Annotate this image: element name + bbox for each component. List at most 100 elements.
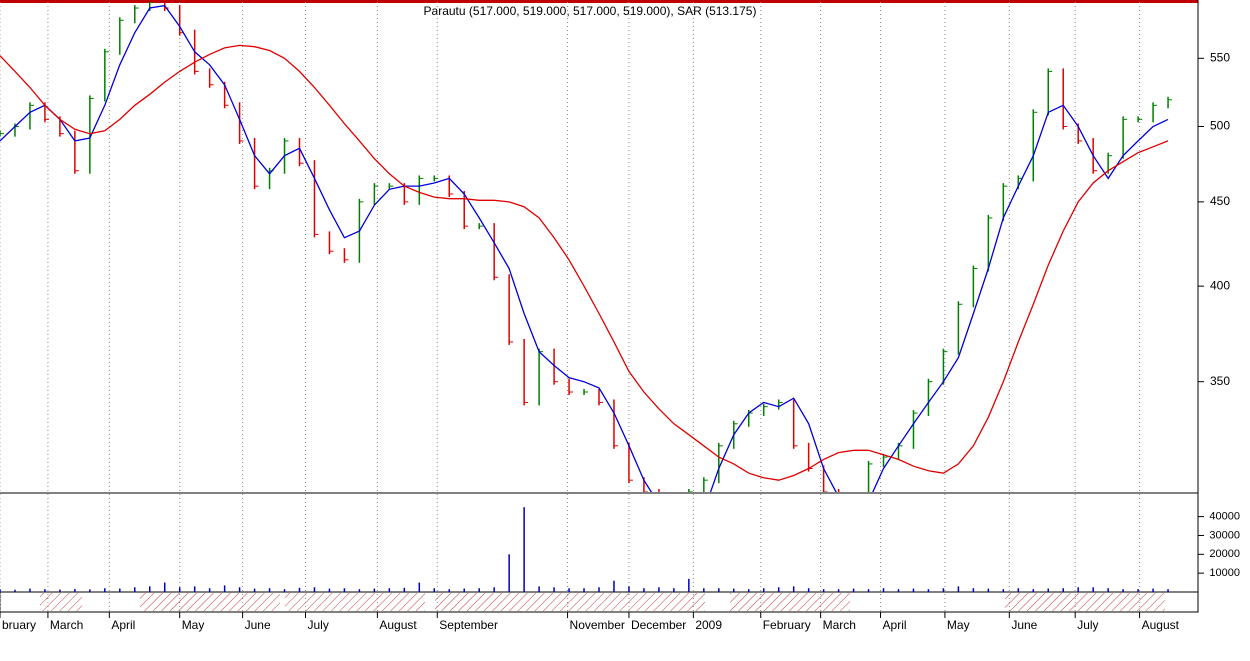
- volume-bar: [897, 589, 900, 592]
- volume-bar: [523, 507, 525, 592]
- volume-bar: [1047, 588, 1049, 592]
- y-tick-label: 10000: [1209, 567, 1240, 579]
- volume-bar: [748, 589, 750, 592]
- volume-bar: [343, 588, 346, 592]
- volume-bar: [882, 588, 885, 592]
- y-tick-label: 400: [1210, 278, 1230, 292]
- volume-bar: [987, 588, 990, 592]
- volume-bar: [238, 587, 241, 592]
- volume-bar: [837, 589, 840, 592]
- volume-bar: [703, 588, 705, 592]
- x-tick-label: bruary: [2, 618, 36, 632]
- x-tick-label: April: [111, 618, 135, 632]
- x-tick-label: November: [570, 618, 625, 632]
- volume-bar: [403, 587, 406, 592]
- volume-bar: [283, 589, 286, 592]
- volume-bar: [688, 578, 690, 592]
- volume-bar: [718, 588, 720, 592]
- volume-bar: [912, 588, 915, 592]
- x-tick-label: June: [1011, 618, 1037, 632]
- x-tick-label: July: [307, 618, 328, 632]
- x-tick-label: May: [182, 618, 205, 632]
- volume-bar: [74, 588, 76, 592]
- y-tick-label: 30000: [1209, 529, 1240, 541]
- x-tick-label: June: [245, 618, 271, 632]
- volume-bar: [298, 587, 301, 592]
- volume-bar: [613, 580, 615, 592]
- volume-bar: [972, 588, 975, 592]
- volume-bar: [1077, 587, 1079, 592]
- volume-bar: [583, 588, 585, 592]
- y-tick-label: 550: [1210, 50, 1230, 64]
- volume-bar: [313, 587, 316, 592]
- volume-bar: [852, 588, 855, 592]
- volume-bar: [163, 582, 166, 592]
- plot-area: [0, 2, 1173, 492]
- x-tick-label: September: [439, 618, 498, 632]
- volume-bar: [1032, 589, 1035, 592]
- volume-bar: [777, 587, 780, 592]
- volume-bar: [658, 587, 660, 592]
- x-tick-label: August: [1142, 618, 1180, 632]
- volume-bar: [358, 589, 361, 592]
- x-tick-label: 2009: [695, 618, 722, 632]
- y-tick-label: 350: [1210, 374, 1230, 388]
- top-border: [0, 0, 1198, 3]
- volume-bar: [418, 582, 421, 592]
- volume-bar: [628, 586, 630, 592]
- volume-bar: [134, 587, 136, 592]
- x-tick-label: July: [1077, 618, 1098, 632]
- volume-bar: [643, 588, 645, 592]
- volume-bar: [193, 586, 196, 592]
- volume-bar: [733, 588, 735, 592]
- volume-bar: [957, 586, 960, 592]
- volume-bar: [1107, 588, 1109, 592]
- strip-hatch: [1005, 593, 1165, 611]
- volume-bar: [1167, 589, 1169, 592]
- volume-bar: [792, 586, 795, 592]
- volume-bar: [1122, 589, 1124, 592]
- volume-bar: [493, 587, 495, 592]
- volume-bar: [867, 589, 870, 592]
- volume-bar: [822, 589, 825, 592]
- strip-hatch: [435, 593, 705, 611]
- volume-bar: [1092, 587, 1094, 592]
- volume-bar: [598, 587, 600, 592]
- volume-bar: [149, 586, 151, 592]
- x-tick-label: May: [947, 618, 970, 632]
- volume-bar: [119, 588, 121, 592]
- chart-title: Parautu (517.000, 519.000, 517.000, 519.…: [424, 4, 757, 18]
- volume-bar: [673, 588, 675, 592]
- volume-bar: [553, 587, 555, 592]
- volume-bar: [208, 588, 211, 592]
- volume-bar: [942, 588, 945, 592]
- volume-bar: [14, 589, 16, 592]
- volume-bar: [223, 585, 226, 592]
- volume-bar: [508, 554, 510, 592]
- x-tick-label: March: [50, 618, 83, 632]
- volume-bar: [1152, 588, 1154, 592]
- volume-bar: [807, 588, 810, 592]
- volume-bar: [268, 588, 271, 592]
- volume-bar: [253, 588, 256, 592]
- strip-hatch: [140, 593, 280, 611]
- volume-bar: [538, 586, 540, 592]
- volume-bar: [328, 588, 331, 592]
- volume-bar: [1002, 589, 1005, 592]
- strip-hatch: [285, 593, 425, 611]
- volume-bar: [59, 589, 61, 592]
- x-tick-label: April: [883, 618, 907, 632]
- x-tick-label: December: [631, 618, 686, 632]
- strip-hatch: [40, 593, 82, 611]
- volume-bar: [388, 588, 391, 592]
- volume-bar: [44, 589, 46, 592]
- volume-bar: [89, 589, 91, 592]
- x-tick-label: March: [823, 618, 856, 632]
- volume-bar: [463, 588, 465, 592]
- volume-bar: [448, 589, 450, 592]
- y-tick-label: 450: [1210, 194, 1230, 208]
- strip-hatch: [730, 593, 850, 611]
- x-tick-label: February: [763, 618, 811, 632]
- volume-bar: [1017, 588, 1020, 592]
- volume-bar: [373, 588, 376, 592]
